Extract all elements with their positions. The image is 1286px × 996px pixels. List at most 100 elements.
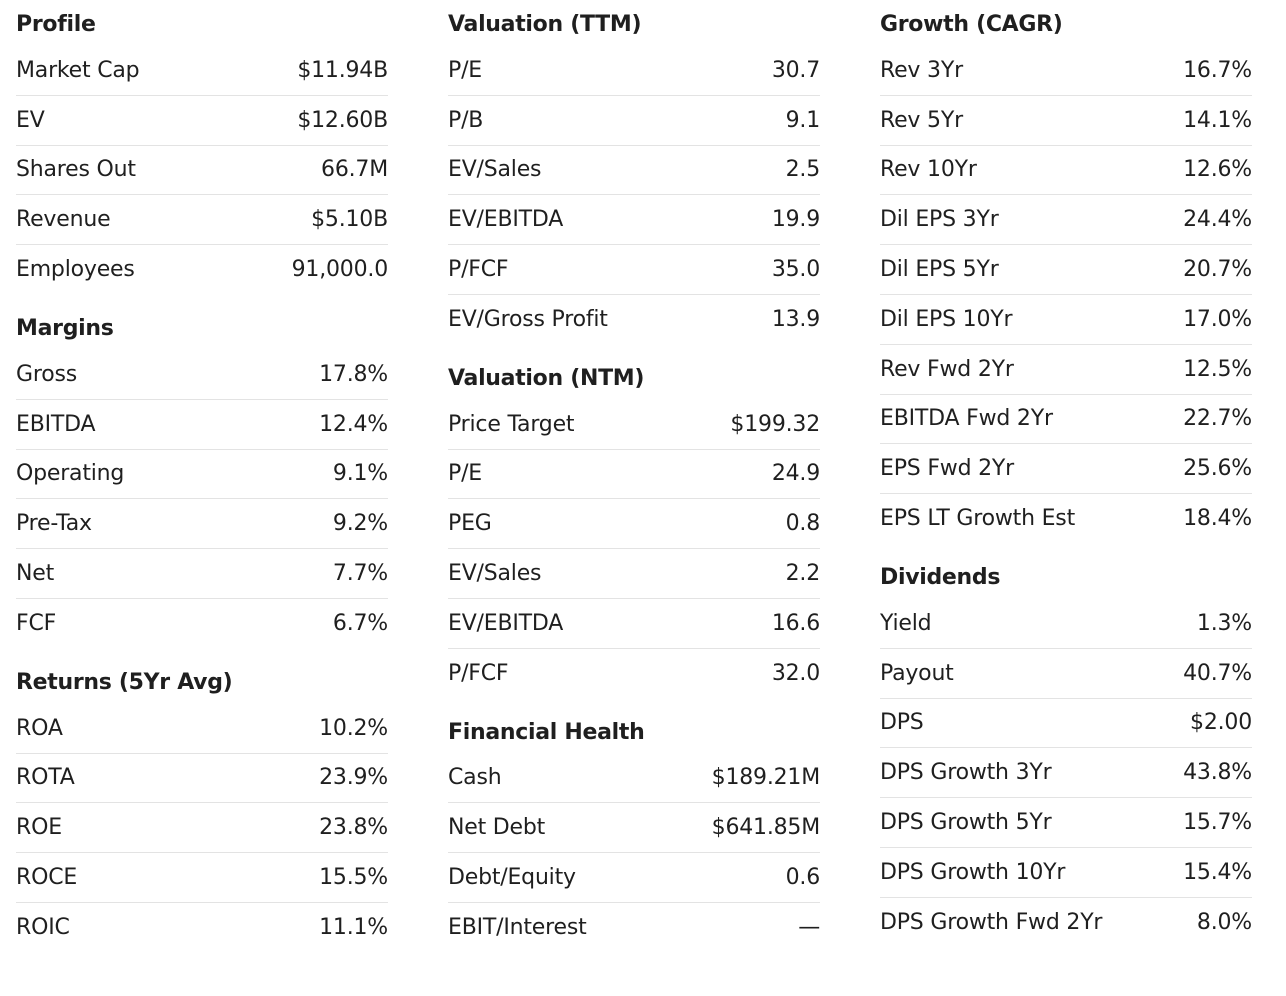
metric-value: $2.00 <box>1190 710 1252 736</box>
growth-section: Growth (CAGR) Rev 3Yr 16.7% Rev 5Yr 14.1% … <box>880 10 1252 543</box>
section-title: Financial Health <box>448 719 645 745</box>
metric-value: 9.1 <box>785 107 821 133</box>
metric-value: 23.8% <box>319 815 388 841</box>
metric-label: PEG <box>448 511 492 537</box>
metric-row: DPS Growth 3Yr 43.8% <box>880 748 1252 799</box>
metric-value: 25.6% <box>1183 456 1252 482</box>
metric-label: Pre-Tax <box>16 511 92 537</box>
metric-label: Dil EPS 10Yr <box>880 306 1013 332</box>
metric-label: DPS Growth 5Yr <box>880 810 1052 836</box>
metric-value: 22.7% <box>1183 406 1252 432</box>
metric-row: Debt/Equity 0.6 <box>448 853 820 903</box>
metric-value: $11.94B <box>297 57 388 83</box>
metric-row: Yield 1.3% <box>880 599 1252 649</box>
metric-row: Rev 5Yr 14.1% <box>880 96 1252 146</box>
metric-label: EV/EBITDA <box>448 610 564 636</box>
metric-label: DPS <box>880 710 924 736</box>
metric-label: Cash <box>448 765 502 791</box>
metric-label: EV/EBITDA <box>448 207 564 233</box>
section-title: Valuation (NTM) <box>448 365 645 391</box>
column-2: Valuation (TTM) P/E 30.7 P/B 9.1 EV/Sales 2… <box>448 0 820 952</box>
metric-row: EV/EBITDA 16.6 <box>448 599 820 649</box>
profile-section: Profile Market Cap $11.94B EV $12.60B Shar… <box>16 10 388 294</box>
section-title: Growth (CAGR) <box>880 12 1063 37</box>
metric-row: P/FCF 35.0 <box>448 245 820 295</box>
metric-value: $641.85M <box>711 815 821 841</box>
metric-label: Payout <box>880 660 954 686</box>
metric-value: 12.6% <box>1183 157 1252 183</box>
metric-value: 23.9% <box>319 765 388 791</box>
metric-row: EBITDA Fwd 2Yr 22.7% <box>880 395 1252 445</box>
metric-value: 18.4% <box>1183 506 1252 532</box>
metric-label: P/E <box>448 57 482 83</box>
metric-value: 43.8% <box>1183 760 1252 786</box>
metric-label: P/FCF <box>448 660 509 686</box>
metric-value: 17.8% <box>319 361 388 387</box>
metric-value: $12.60B <box>297 107 388 133</box>
financial-health-section: Financial Health Cash $189.21M Net Debt $6… <box>448 718 820 952</box>
metric-row: EV/Gross Profit 13.9 <box>448 295 820 344</box>
section-title: Profile <box>16 12 96 37</box>
column-3: Growth (CAGR) Rev 3Yr 16.7% Rev 5Yr 14.1% … <box>880 0 1252 947</box>
metric-label: Net Debt <box>448 815 546 841</box>
metric-row: EV/Sales 2.5 <box>448 146 820 196</box>
metric-row: ROIC 11.1% <box>16 903 388 952</box>
metric-row: Dil EPS 3Yr 24.4% <box>880 195 1252 246</box>
metric-value: $189.21M <box>711 765 821 791</box>
metric-label: P/B <box>448 107 484 133</box>
margins-section: Margins Gross 17.8% EBITDA 12.4% Operating… <box>16 314 388 648</box>
metric-row: ROA 10.2% <box>16 704 388 754</box>
section-title: Margins <box>16 315 114 341</box>
metric-value: 13.9 <box>771 306 820 332</box>
metric-value: 12.4% <box>319 411 388 437</box>
metric-row: Operating 9.1% <box>16 450 388 500</box>
metric-value: 9.1% <box>332 461 388 487</box>
metric-value: — <box>798 914 820 940</box>
metric-row: DPS Growth 5Yr 15.7% <box>880 798 1252 848</box>
metric-label: P/FCF <box>448 257 509 283</box>
metric-value: 14.1% <box>1183 107 1252 133</box>
metric-row: Pre-Tax 9.2% <box>16 499 388 550</box>
metric-row: EPS Fwd 2Yr 25.6% <box>880 444 1252 495</box>
metric-label: Revenue <box>16 207 111 233</box>
metric-label: ROIC <box>16 914 70 940</box>
metric-row: P/FCF 32.0 <box>448 649 820 698</box>
metric-row: EV/EBITDA 19.9 <box>448 195 820 246</box>
metric-row: Gross 17.8% <box>16 350 388 400</box>
metric-value: 8.0% <box>1196 909 1252 935</box>
metric-row: Net 7.7% <box>16 549 388 599</box>
returns-section: Returns (5Yr Avg) ROA 10.2% ROTA 23.9% ROE… <box>16 668 388 952</box>
section-title: Dividends <box>880 564 1001 590</box>
metric-label: ROA <box>16 715 63 741</box>
metric-label: Price Target <box>448 411 575 437</box>
metric-label: Operating <box>16 461 125 487</box>
metric-value: $199.32 <box>730 411 820 437</box>
metric-label: FCF <box>16 610 57 636</box>
metric-row: DPS $2.00 <box>880 699 1252 749</box>
metric-row: EV $12.60B <box>16 96 388 146</box>
metric-label: Dil EPS 3Yr <box>880 207 999 233</box>
metric-row: EBITDA 12.4% <box>16 400 388 450</box>
metric-value: 0.6 <box>785 865 821 891</box>
metric-value: 9.2% <box>332 511 388 537</box>
metric-label: Rev 10Yr <box>880 157 977 183</box>
metric-label: Employees <box>16 257 135 283</box>
metric-label: EV/Gross Profit <box>448 306 608 332</box>
metric-row: FCF 6.7% <box>16 599 388 648</box>
metric-value: 66.7M <box>321 157 388 183</box>
metric-row: P/E 30.7 <box>448 46 820 96</box>
metric-label: EV <box>16 107 45 133</box>
metric-value: 7.7% <box>332 561 388 587</box>
metric-value: 0.8 <box>785 511 821 537</box>
metric-label: EPS LT Growth Est <box>880 506 1075 532</box>
metric-row: Employees 91,000.0 <box>16 245 388 294</box>
metric-label: ROCE <box>16 865 78 891</box>
metric-value: 12.5% <box>1183 356 1252 382</box>
metric-value: 24.4% <box>1183 207 1252 233</box>
metric-value: 20.7% <box>1183 257 1252 283</box>
metric-label: DPS Growth 10Yr <box>880 859 1066 885</box>
metric-value: 24.9 <box>771 461 820 487</box>
metric-row: Market Cap $11.94B <box>16 46 388 96</box>
metric-label: EBITDA <box>16 411 96 437</box>
